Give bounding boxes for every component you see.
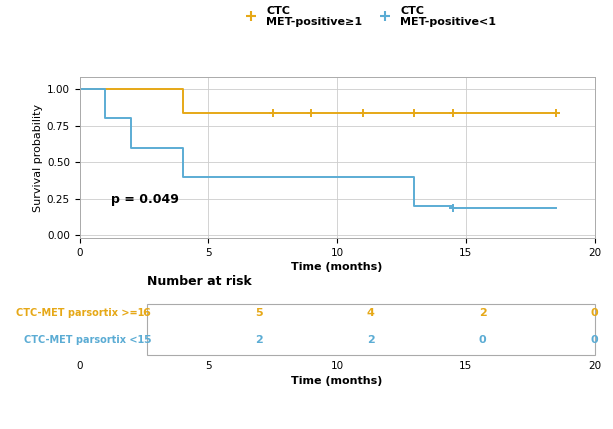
Text: 0: 0	[591, 308, 598, 318]
Point	[448, 110, 458, 117]
Text: p = 0.049: p = 0.049	[110, 193, 178, 206]
Text: 5: 5	[255, 308, 262, 318]
Text: 2: 2	[255, 335, 262, 345]
Text: Number at risk: Number at risk	[147, 275, 251, 288]
Legend: CTC
MET-positive≥1, CTC
MET-positive<1: CTC MET-positive≥1, CTC MET-positive<1	[240, 6, 496, 27]
Text: 0: 0	[591, 335, 598, 345]
Point	[551, 110, 561, 117]
Text: 4: 4	[367, 308, 375, 318]
Text: CTC-MET parsortix >=1: CTC-MET parsortix >=1	[16, 308, 144, 318]
Point	[306, 110, 316, 117]
Point	[448, 204, 458, 211]
X-axis label: Time (months): Time (months)	[291, 377, 383, 387]
Text: CTC-MET parsortix <1: CTC-MET parsortix <1	[24, 335, 144, 345]
Y-axis label: Survival probability: Survival probability	[32, 104, 43, 212]
Text: 2: 2	[479, 308, 487, 318]
X-axis label: Time (months): Time (months)	[291, 262, 383, 272]
Text: 6: 6	[143, 308, 151, 318]
Point	[409, 110, 419, 117]
Point	[268, 110, 278, 117]
Text: 5: 5	[143, 335, 150, 345]
Text: 2: 2	[367, 335, 375, 345]
Point	[358, 110, 368, 117]
Text: 0: 0	[479, 335, 487, 345]
